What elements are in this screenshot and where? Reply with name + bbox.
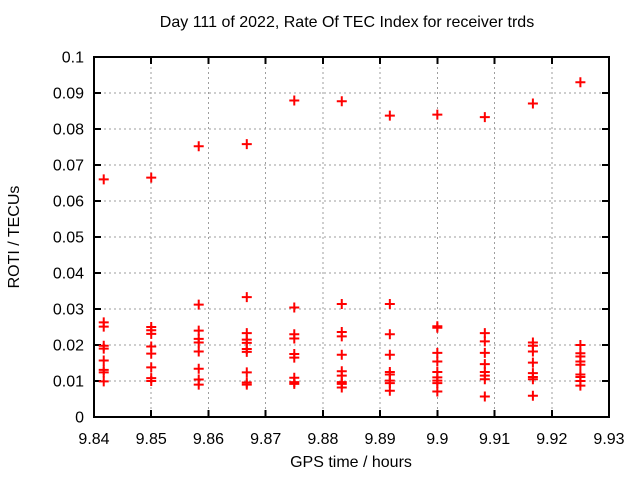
data-point-marker bbox=[527, 390, 538, 401]
data-point-marker bbox=[98, 174, 109, 185]
data-point-marker bbox=[193, 363, 204, 374]
data-point-marker bbox=[336, 349, 347, 360]
x-tick-label: 9.91 bbox=[479, 431, 510, 448]
data-point-marker bbox=[98, 367, 109, 378]
data-point-marker bbox=[289, 352, 300, 363]
y-tick-label: 0.08 bbox=[53, 122, 84, 139]
data-point-marker bbox=[241, 367, 252, 378]
data-point-marker bbox=[527, 346, 538, 357]
y-tick-label: 0 bbox=[75, 410, 84, 427]
data-point-marker bbox=[336, 382, 347, 393]
data-point-marker bbox=[146, 362, 157, 373]
data-point-marker bbox=[193, 141, 204, 152]
data-point-marker bbox=[575, 77, 586, 88]
data-point-marker bbox=[432, 356, 443, 367]
x-tick-label: 9.93 bbox=[593, 431, 624, 448]
data-point-marker bbox=[193, 337, 204, 348]
y-tick-label: 0.06 bbox=[53, 194, 84, 211]
data-point-marker bbox=[384, 385, 395, 396]
data-point-marker bbox=[336, 298, 347, 309]
y-tick-label: 0.04 bbox=[53, 266, 84, 283]
data-point-marker bbox=[432, 109, 443, 120]
x-axis-label: GPS time / hours bbox=[290, 454, 412, 471]
data-point-marker bbox=[384, 298, 395, 309]
data-point-marker bbox=[241, 379, 252, 390]
data-point-marker bbox=[479, 391, 490, 402]
y-tick-label: 0.1 bbox=[62, 50, 84, 67]
data-point-marker bbox=[146, 348, 157, 359]
x-tick-label: 9.89 bbox=[365, 431, 396, 448]
data-point-marker bbox=[98, 343, 109, 354]
data-point-marker bbox=[479, 336, 490, 347]
x-tick-label: 9.85 bbox=[136, 431, 167, 448]
data-point-marker bbox=[336, 331, 347, 342]
data-point-marker bbox=[193, 299, 204, 310]
y-tick-label: 0.07 bbox=[53, 158, 84, 175]
data-point-marker bbox=[289, 95, 300, 106]
x-tick-label: 9.88 bbox=[307, 431, 338, 448]
data-point-marker bbox=[289, 378, 300, 389]
data-point-marker bbox=[193, 346, 204, 357]
data-point-marker bbox=[289, 333, 300, 344]
data-point-marker bbox=[336, 96, 347, 107]
data-point-marker bbox=[575, 380, 586, 391]
data-point-marker bbox=[193, 379, 204, 390]
data-point-marker bbox=[98, 355, 109, 366]
y-axis-label: ROTI / TECUs bbox=[6, 186, 23, 289]
y-tick-label: 0.05 bbox=[53, 230, 84, 247]
y-tick-label: 0.02 bbox=[53, 338, 84, 355]
data-point-marker bbox=[479, 112, 490, 123]
x-tick-label: 9.9 bbox=[426, 431, 448, 448]
data-point-marker bbox=[384, 349, 395, 360]
x-tick-label: 9.87 bbox=[250, 431, 281, 448]
chart-title: Day 111 of 2022, Rate Of TEC Index for r… bbox=[160, 14, 534, 31]
data-point-marker bbox=[527, 374, 538, 385]
data-point-marker bbox=[432, 386, 443, 397]
data-point-marker bbox=[575, 359, 586, 370]
data-point-marker bbox=[479, 347, 490, 358]
data-point-marker bbox=[98, 376, 109, 387]
data-point-marker bbox=[146, 172, 157, 183]
x-tick-label: 9.92 bbox=[536, 431, 567, 448]
data-point-marker bbox=[146, 328, 157, 339]
data-point-marker bbox=[384, 110, 395, 121]
data-point-marker bbox=[241, 292, 252, 303]
data-point-marker bbox=[289, 302, 300, 313]
data-point-marker bbox=[432, 347, 443, 358]
y-tick-label: 0.09 bbox=[53, 86, 84, 103]
plot-area: 9.84 9.85 9.86 9.87 9.88 9.89 9.9 9.91 9.92 9.93 0… bbox=[53, 50, 625, 449]
data-point-marker bbox=[241, 346, 252, 357]
data-point-marker bbox=[527, 98, 538, 109]
data-point-marker bbox=[241, 139, 252, 150]
data-point-marker bbox=[479, 374, 490, 385]
y-tick-label: 0.01 bbox=[53, 374, 84, 391]
data-point-marker bbox=[432, 322, 443, 333]
data-point-marker bbox=[384, 329, 395, 340]
x-tick-label: 9.86 bbox=[193, 431, 224, 448]
x-tick-label: 9.84 bbox=[78, 431, 109, 448]
data-point-marker bbox=[527, 357, 538, 368]
data-point-marker bbox=[98, 321, 109, 332]
y-tick-label: 0.03 bbox=[53, 302, 84, 319]
data-point-marker bbox=[146, 376, 157, 386]
